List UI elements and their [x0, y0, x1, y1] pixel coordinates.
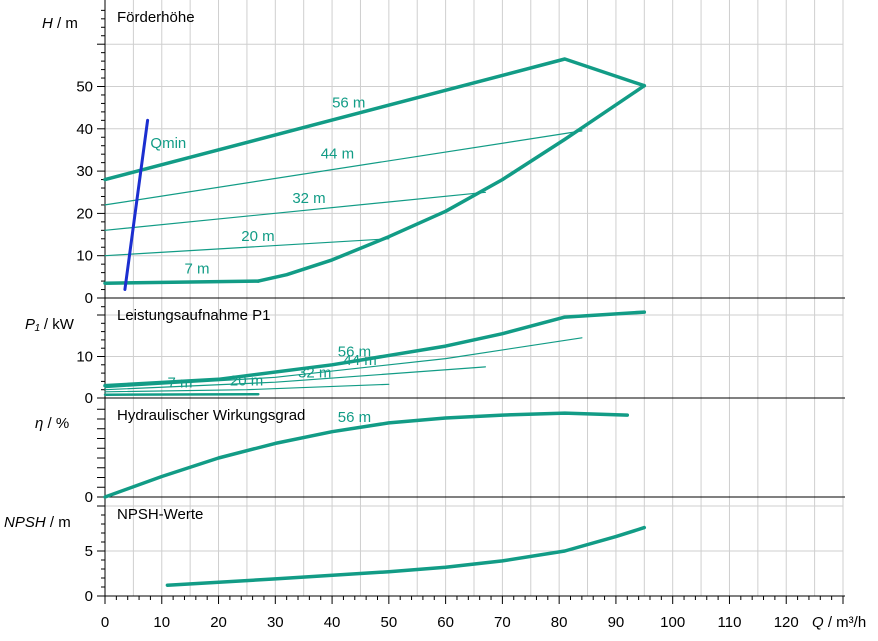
- y-tick-label: 0: [85, 489, 93, 506]
- y-tick-label: 0: [85, 588, 93, 605]
- curve-label: 32 m: [298, 364, 331, 381]
- x-tick-label: 110: [718, 614, 742, 631]
- series-line-44-m: [104, 337, 583, 389]
- y-axis-variable: η: [35, 415, 43, 432]
- y-axis-variable: P₁: [25, 316, 40, 333]
- axes-layer: 0 10 20 30 40 50 60 70 80 90 100 110 120 Q / m³/h0102…: [4, 0, 866, 631]
- panel-title: NPSH-Werte: [117, 506, 203, 523]
- series-line-32-m: [104, 191, 486, 231]
- x-tick-label: 70: [494, 614, 511, 631]
- y-axis-unit: / kW: [40, 316, 75, 333]
- curve-label: 7 m: [184, 260, 209, 277]
- panel-title: Hydraulischer Wirkungsgrad: [117, 407, 305, 424]
- y-axis-unit: / %: [43, 415, 69, 432]
- x-tick-label: 20: [210, 614, 227, 631]
- y-tick-label: 30: [76, 163, 93, 180]
- series-line-20-m: [104, 383, 390, 393]
- x-tick-label: 0: [101, 614, 109, 631]
- y-tick-label: 50: [76, 79, 93, 96]
- curve-label: 20 m: [241, 228, 274, 245]
- curve-label: 56 m: [338, 409, 371, 426]
- series-line-32-m: [104, 366, 486, 391]
- x-axis-unit: / m³/h: [824, 614, 867, 631]
- series-layer: [103, 57, 647, 587]
- series-line-qmin: [123, 118, 150, 291]
- x-tick-label: 60: [437, 614, 454, 631]
- curve-label: 7 m: [167, 375, 192, 392]
- x-tick-label: 30: [267, 614, 284, 631]
- series-line-7-m: [103, 279, 261, 285]
- x-tick-label: 80: [551, 614, 568, 631]
- series-line-56-m: [165, 525, 647, 587]
- series-line-20-m: [104, 238, 390, 257]
- series-line-max-flow-limit: [256, 83, 647, 283]
- x-tick-label: 10: [153, 614, 170, 631]
- curve-label: 56 m: [332, 95, 365, 112]
- y-axis-label: H / m: [42, 15, 78, 32]
- curve-label: 32 m: [292, 190, 325, 207]
- series-line-56-m: [103, 57, 647, 182]
- x-tick-label: 100: [660, 614, 685, 631]
- y-tick-label: 20: [76, 205, 93, 222]
- y-axis-label: NPSH / m: [4, 514, 71, 531]
- series-line-56-m: [103, 310, 647, 388]
- panel-title: Förderhöhe: [117, 9, 195, 26]
- y-tick-label: 40: [76, 121, 93, 138]
- panel-title: Leistungsaufnahme P1: [117, 307, 270, 324]
- y-tick-label: 0: [85, 290, 93, 307]
- curve-label: 56 m: [338, 344, 371, 361]
- y-tick-label: 5: [85, 543, 93, 560]
- y-axis-variable: NPSH: [4, 514, 46, 531]
- x-tick-label: 40: [324, 614, 341, 631]
- x-tick-label: 120: [774, 614, 799, 631]
- curve-label: 20 m: [230, 373, 263, 390]
- series-line-44-m: [104, 130, 583, 206]
- x-tick-label: 90: [608, 614, 625, 631]
- curve-label: Qmin: [150, 135, 186, 152]
- y-axis-label: η / %: [35, 415, 69, 432]
- y-tick-label: 10: [76, 349, 93, 366]
- y-axis-unit: / m: [46, 514, 71, 531]
- series-line-56-m: [103, 411, 630, 499]
- x-tick-label: 50: [381, 614, 398, 631]
- x-axis-label: Q / m³/h: [812, 614, 866, 631]
- y-tick-label: 0: [85, 390, 93, 407]
- y-axis-unit: / m: [53, 15, 78, 32]
- y-axis-variable: H: [42, 15, 53, 32]
- y-axis-label: P₁ / kW: [25, 316, 75, 333]
- curve-label: 44 m: [321, 145, 354, 162]
- x-axis-variable: Q: [812, 614, 824, 631]
- curve-label: 44 m: [343, 352, 376, 369]
- y-tick-label: 10: [76, 248, 93, 265]
